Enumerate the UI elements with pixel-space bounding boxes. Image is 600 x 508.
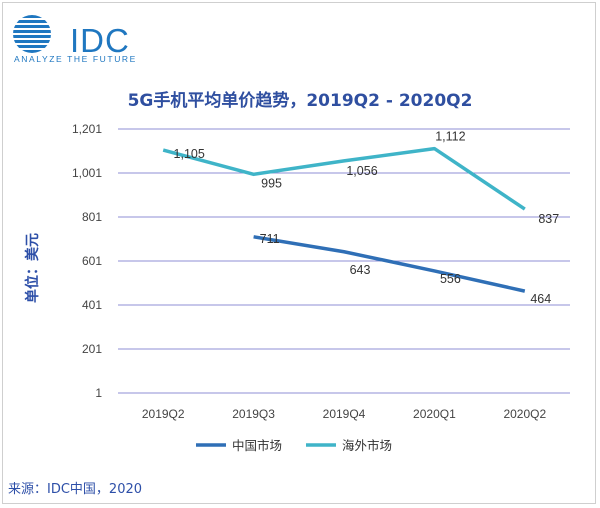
y-tick-label: 201: [82, 342, 102, 356]
data-label: 1,112: [435, 130, 465, 144]
x-tick-label: 2019Q3: [232, 407, 275, 421]
x-tick-label: 2019Q4: [323, 407, 366, 421]
x-tick-label: 2020Q1: [413, 407, 456, 421]
y-tick-label: 801: [82, 210, 102, 224]
data-label: 1,056: [346, 164, 377, 178]
x-tick-label: 2019Q2: [142, 407, 185, 421]
source-note: 来源：IDC中国，2020: [8, 482, 143, 497]
y-tick-label: 601: [82, 254, 102, 268]
series-line-0: [253, 235, 526, 293]
y-tick-label: 401: [82, 298, 102, 312]
data-label: 1,105: [174, 147, 205, 161]
logo-tagline: ANALYZE THE FUTURE: [14, 54, 137, 64]
chart-frame: [2, 2, 596, 504]
y-tick-label: 1: [95, 386, 102, 400]
y-tick-label: 1,001: [72, 166, 102, 180]
y-tick-label: 1,201: [72, 122, 102, 136]
data-label: 464: [530, 292, 551, 306]
idc-logo: IDC ANALYZE THE FUTURE: [12, 14, 152, 64]
globe-icon: [13, 15, 51, 53]
logo-brand: IDC: [70, 22, 130, 59]
legend-label: 海外市场: [342, 438, 392, 453]
chart-title: 5G手机平均单价趋势，2019Q2 - 2020Q2: [127, 91, 473, 111]
data-label: 995: [261, 176, 282, 190]
series-line-1: [162, 146, 526, 211]
data-label: 837: [538, 212, 559, 226]
legend-label: 中国市场: [232, 438, 282, 453]
data-label: 556: [440, 272, 461, 286]
x-tick-label: 2020Q2: [503, 407, 546, 421]
data-label: 643: [350, 263, 371, 277]
data-label: 711: [260, 232, 280, 246]
